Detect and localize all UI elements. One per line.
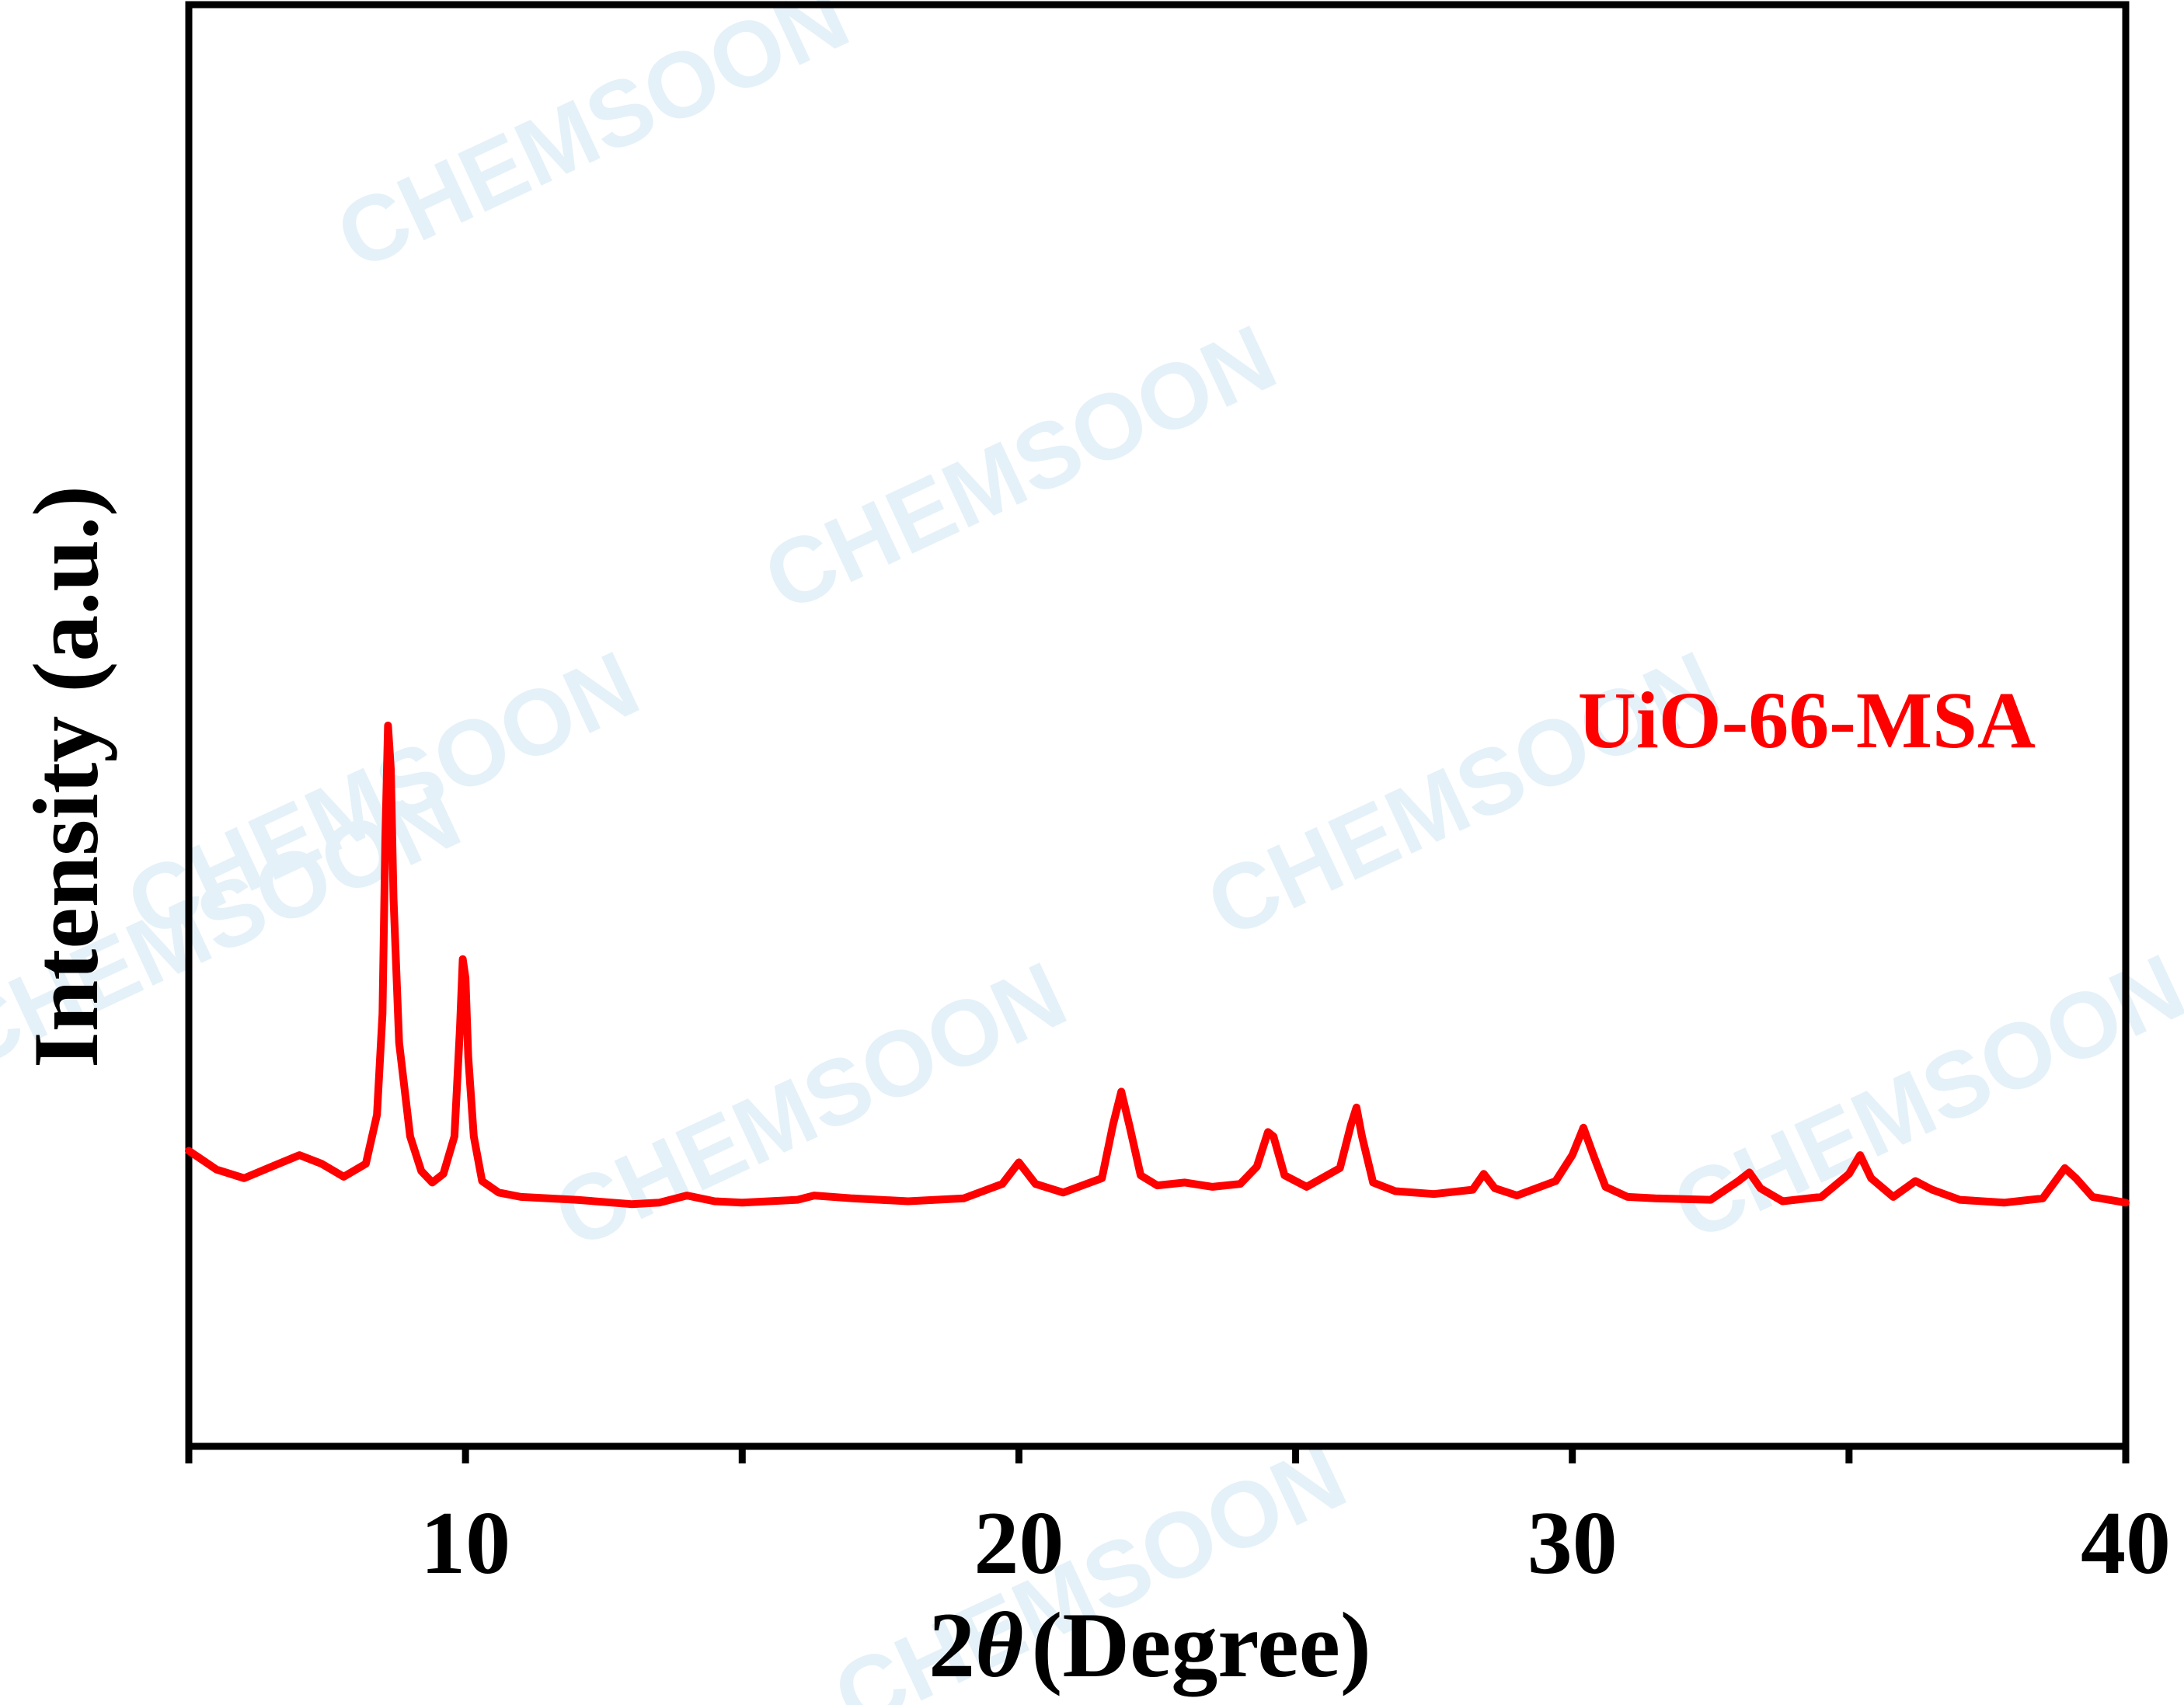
x-axis-ticks: [185, 1446, 2130, 1463]
x-axis-title-symbol: θ: [975, 1593, 1023, 1696]
x-axis-title-suffix: (Degree): [1031, 1593, 1371, 1697]
x-axis-tick-labels: 10 20 30 40: [420, 1494, 2171, 1593]
watermark-text-1: CHEMSOON: [749, 305, 1291, 632]
watermark-text-4: CHEMSOON: [539, 942, 1081, 1268]
plot-frame: [185, 1, 2130, 1450]
series-label-uio-66-msa: UiO-66-MSA: [1578, 676, 2036, 765]
x-tick-label-30: 30: [1527, 1494, 1618, 1593]
y-axis-title: Intensity (a.u.): [14, 485, 117, 1068]
x-axis-title-prefix: 2: [928, 1593, 975, 1696]
x-tick-label-10: 10: [420, 1494, 510, 1593]
series-line-uio-66-msa: [185, 722, 2130, 1209]
x-axis-title: 2θ(Degree): [928, 1593, 1371, 1697]
x-tick-label-40: 40: [2081, 1494, 2171, 1593]
x-tick-label-20: 20: [974, 1494, 1064, 1593]
watermark-text-0: CHEMSOON: [322, 0, 863, 290]
watermark-text-5: CHEMSOON: [1658, 934, 2184, 1261]
